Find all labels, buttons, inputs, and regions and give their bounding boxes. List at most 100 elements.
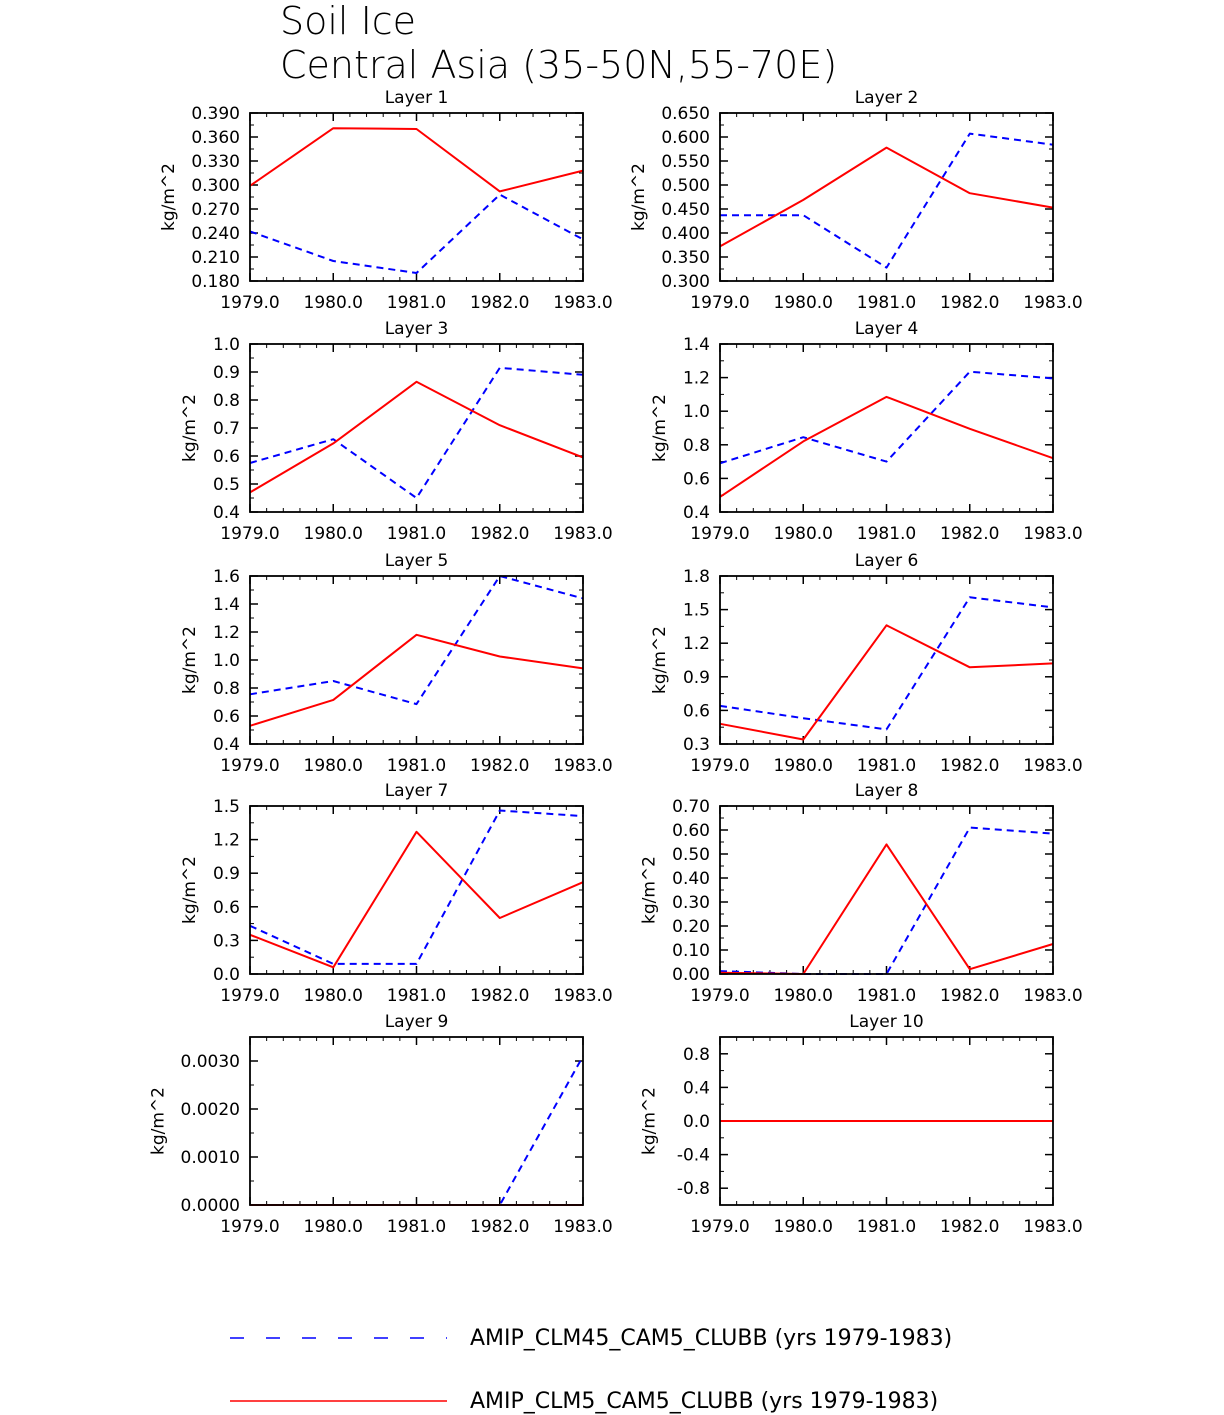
y-tick-label: -0.4 (677, 1146, 710, 1166)
y-axis-label: kg/m^2 (159, 163, 179, 231)
x-tick-label: 1981.0 (387, 293, 446, 313)
x-tick-label: 1982.0 (940, 986, 999, 1006)
series-line-clm5 (719, 395, 1054, 498)
panel-title: Layer 6 (855, 551, 919, 571)
y-tick-label: 0.8 (213, 679, 240, 699)
y-tick-label: 0.8 (213, 391, 240, 411)
x-tick-label: 1982.0 (940, 524, 999, 544)
y-tick-label: 0.650 (661, 104, 710, 124)
y-tick-label: 0.360 (191, 128, 240, 148)
series-line-clm45 (719, 370, 1054, 465)
series-line-clm5 (249, 380, 584, 494)
panel-title: Layer 8 (855, 781, 919, 801)
y-axis-label: kg/m^2 (639, 856, 659, 924)
y-tick-label: 0.9 (213, 864, 240, 884)
y-tick-label: 0.550 (661, 152, 710, 172)
x-tick-label: 1982.0 (940, 293, 999, 313)
panel-frame (249, 1036, 584, 1206)
panel-frame (719, 112, 1054, 282)
x-tick-label: 1979.0 (690, 986, 749, 1006)
x-tick-label: 1979.0 (220, 524, 279, 544)
y-tick-label: 1.8 (683, 567, 710, 587)
y-tick-label: 0.300 (191, 176, 240, 196)
x-tick-label: 1980.0 (774, 293, 833, 313)
y-tick-label: 0.500 (661, 176, 710, 196)
panel-title: Layer 5 (385, 551, 449, 571)
panel-layer-4: Layer 4 1979.0 1980.0 1981.0 1982.0 1983.0 0.4… (650, 319, 1083, 544)
x-tick-label: 1983.0 (1023, 524, 1082, 544)
panel-title: Layer 10 (849, 1012, 923, 1032)
y-tick-label: 1.0 (213, 335, 240, 355)
panel-layer-2: Layer 2 1979.0 1980.0 1981.0 1982.0 1983.0 0.3… (629, 88, 1083, 313)
series-line-clm5 (249, 633, 584, 727)
x-tick-label: 1981.0 (387, 756, 446, 776)
series-line-clm45 (250, 1055, 584, 1206)
y-tick-label: 0.8 (683, 1045, 710, 1065)
series-line-clm45 (249, 575, 584, 706)
y-axis-label: kg/m^2 (180, 394, 200, 462)
y-tick-label: 1.0 (213, 651, 240, 671)
y-tick-label: 0.4 (213, 503, 240, 523)
panel-layer-8: Layer 8 1979.0 1980.0 1981.0 1982.0 1983.0 0.0… (639, 781, 1082, 1006)
x-tick-label: 1980.0 (774, 524, 833, 544)
y-tick-label: 0.6 (683, 469, 710, 489)
y-tick-label: 0.6 (213, 898, 240, 918)
y-tick-label: 0.0 (213, 965, 240, 985)
y-tick-label: 0.3 (213, 931, 240, 951)
y-tick-label: -0.8 (677, 1179, 710, 1199)
x-tick-label: 1983.0 (553, 986, 612, 1006)
legend-label-clm5: AMIP_CLM5_CAM5_CLUBB (yrs 1979-1983) (470, 1389, 938, 1414)
panel-title: Layer 7 (385, 781, 449, 801)
figure-title-line-2: Central Asia (35-50N,55-70E) (280, 43, 837, 87)
x-tick-label: 1982.0 (940, 1217, 999, 1237)
panel-frame (249, 112, 584, 282)
x-tick-label: 1980.0 (774, 756, 833, 776)
y-tick-label: 1.0 (683, 402, 710, 422)
x-tick-label: 1980.0 (304, 524, 363, 544)
series-line-clm5 (719, 843, 1054, 975)
y-axis-label: kg/m^2 (149, 1087, 169, 1155)
y-tick-label: 0.9 (683, 668, 710, 688)
panel-layer-10: Layer 10 1979.0 1980.0 1981.0 1982.0 1983.0 -0… (639, 1012, 1082, 1237)
x-tick-label: 1983.0 (1023, 986, 1082, 1006)
y-tick-label: 0.10 (672, 941, 710, 961)
y-tick-label: 0.210 (191, 248, 240, 268)
y-tick-label: 0.4 (683, 503, 710, 523)
panel-frame (249, 343, 584, 513)
x-tick-label: 1980.0 (774, 1217, 833, 1237)
y-axis-label: kg/m^2 (650, 394, 670, 462)
series-line-clm5 (719, 624, 1054, 741)
y-tick-label: 0.0010 (181, 1148, 240, 1168)
y-tick-label: 0.240 (191, 224, 240, 244)
x-tick-label: 1983.0 (1023, 756, 1082, 776)
y-axis-label: kg/m^2 (180, 626, 200, 694)
y-tick-label: 0.0020 (181, 1100, 240, 1120)
y-tick-label: 1.5 (213, 797, 240, 817)
y-tick-label: 0.70 (672, 797, 710, 817)
x-tick-label: 1979.0 (220, 986, 279, 1006)
panel-frame (719, 1036, 1054, 1206)
y-tick-label: 0.40 (672, 869, 710, 889)
figure-title-line-1: Soil Ice (280, 0, 416, 43)
x-tick-label: 1981.0 (387, 524, 446, 544)
y-axis-label: kg/m^2 (180, 856, 200, 924)
x-tick-label: 1982.0 (470, 524, 529, 544)
y-tick-label: 0.450 (661, 200, 710, 220)
series-line-clm45 (719, 596, 1054, 731)
series-line-clm45 (719, 826, 1054, 975)
y-axis-label: kg/m^2 (629, 163, 649, 231)
y-tick-label: 1.6 (213, 567, 240, 587)
legend: AMIP_CLM45_CAM5_CLUBB (yrs 1979-1983) AM… (230, 1326, 952, 1414)
series-line-clm5 (249, 127, 584, 193)
series-line-clm5 (249, 830, 584, 969)
panel-title: Layer 4 (855, 319, 919, 339)
y-tick-label: 0.390 (191, 104, 240, 124)
y-tick-label: 0.180 (191, 272, 240, 292)
panel-title: Layer 2 (855, 88, 919, 108)
x-tick-label: 1981.0 (857, 986, 916, 1006)
x-tick-label: 1982.0 (470, 1217, 529, 1237)
x-tick-label: 1980.0 (774, 986, 833, 1006)
y-tick-label: 0.6 (683, 701, 710, 721)
x-tick-label: 1983.0 (553, 756, 612, 776)
